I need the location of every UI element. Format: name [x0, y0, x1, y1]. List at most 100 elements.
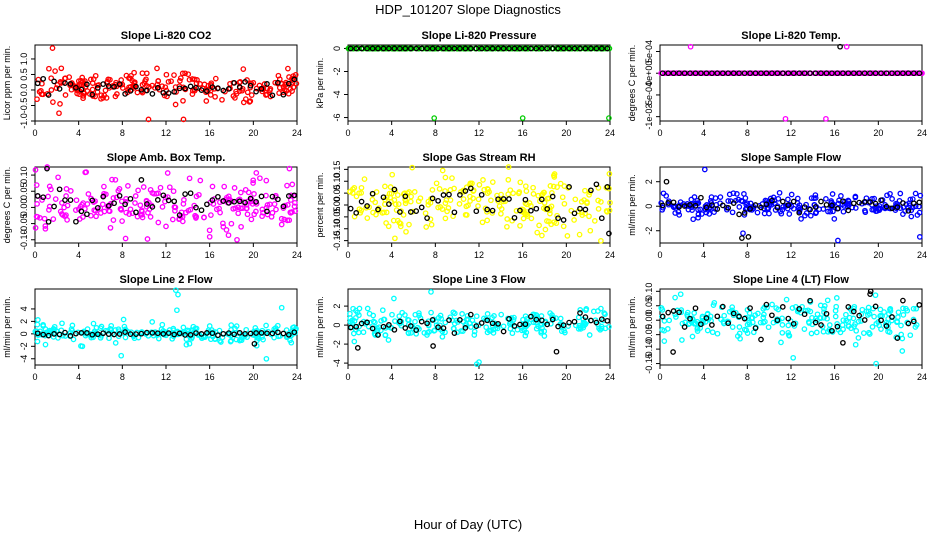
- data-point: [495, 45, 501, 52]
- data-point: [595, 206, 602, 212]
- data-point: [719, 202, 726, 209]
- data-point: [149, 319, 156, 325]
- data-point: [709, 322, 715, 328]
- data-point: [695, 70, 702, 77]
- y-tick-label: -4: [332, 359, 342, 367]
- data-point: [168, 78, 174, 85]
- data-point: [778, 339, 784, 346]
- data-point: [845, 304, 852, 310]
- data-point: [220, 198, 227, 204]
- data-point: [138, 177, 145, 183]
- data-point: [905, 320, 912, 327]
- data-point: [522, 45, 529, 52]
- data-point: [372, 319, 378, 326]
- data-point: [752, 325, 759, 331]
- data-point: [475, 45, 482, 52]
- data-point: [391, 326, 398, 333]
- data-point: [165, 330, 172, 336]
- data-point: [855, 335, 862, 341]
- data-point: [230, 205, 237, 212]
- data-point: [166, 184, 173, 191]
- data-point: [379, 307, 386, 314]
- data-point: [89, 331, 96, 338]
- data-point: [462, 188, 469, 194]
- data-point: [467, 198, 473, 204]
- data-point: [779, 329, 786, 336]
- data-point: [407, 45, 414, 52]
- data-point: [681, 324, 688, 330]
- data-point: [349, 317, 355, 324]
- data-point: [258, 330, 265, 336]
- data-point: [805, 307, 811, 314]
- data-point: [189, 91, 196, 97]
- data-point: [577, 326, 584, 332]
- data-point: [411, 189, 418, 195]
- data-point: [164, 194, 171, 200]
- data-point: [192, 212, 198, 219]
- data-point: [478, 45, 485, 52]
- data-point: [575, 314, 582, 321]
- data-point: [242, 330, 248, 337]
- data-point: [163, 223, 169, 230]
- panel-title: Slope Li-820 Pressure: [422, 30, 537, 42]
- data-point: [763, 201, 770, 208]
- data-point: [416, 326, 422, 332]
- data-point: [840, 70, 846, 77]
- data-point: [673, 314, 679, 320]
- x-tick-label: 4: [389, 128, 394, 138]
- data-point: [484, 45, 491, 52]
- series-all-samples: [347, 289, 612, 367]
- data-point: [131, 69, 137, 76]
- data-point: [204, 201, 210, 208]
- data-point: [186, 76, 193, 83]
- data-point: [694, 318, 701, 325]
- data-point: [561, 200, 568, 207]
- data-point: [46, 207, 52, 213]
- data-point: [111, 83, 117, 90]
- data-point: [375, 332, 381, 338]
- data-point: [187, 332, 194, 338]
- data-point: [468, 324, 474, 330]
- x-tick-label: 12: [161, 128, 171, 138]
- data-point: [194, 77, 200, 83]
- x-tick-label: 4: [389, 372, 394, 382]
- data-point: [905, 70, 912, 77]
- data-point: [149, 204, 156, 210]
- y-tick-label: -5e-04: [644, 82, 654, 108]
- data-point: [35, 317, 41, 323]
- y-tick-label: -0.10: [19, 230, 29, 251]
- data-point: [913, 305, 920, 312]
- data-point: [94, 82, 101, 89]
- data-point: [247, 330, 254, 337]
- data-point: [116, 331, 123, 337]
- data-point: [469, 317, 476, 324]
- data-point: [663, 193, 670, 199]
- data-point: [403, 228, 409, 235]
- data-point: [566, 184, 572, 190]
- data-point: [380, 45, 387, 52]
- data-point: [571, 210, 578, 217]
- data-point: [138, 330, 145, 337]
- data-point: [431, 115, 438, 121]
- data-point: [829, 202, 835, 209]
- data-point: [213, 206, 220, 213]
- data-point: [189, 87, 196, 94]
- data-point: [389, 311, 395, 318]
- x-tick-label: 16: [830, 250, 840, 260]
- data-point: [407, 198, 414, 205]
- data-point: [418, 204, 425, 211]
- page-title: HDP_101207 Slope Diagnostics: [375, 2, 561, 17]
- data-point: [451, 330, 458, 336]
- data-point: [236, 198, 243, 205]
- data-point: [380, 194, 387, 201]
- y-axis-label: kPa per min.: [315, 58, 325, 109]
- data-point: [744, 330, 751, 336]
- data-point: [154, 330, 161, 337]
- data-point: [505, 191, 512, 198]
- x-tick-label: 24: [292, 250, 302, 260]
- data-point: [602, 311, 608, 318]
- data-point: [471, 332, 478, 338]
- data-point: [519, 327, 525, 334]
- data-point: [439, 333, 446, 340]
- data-point: [480, 177, 486, 183]
